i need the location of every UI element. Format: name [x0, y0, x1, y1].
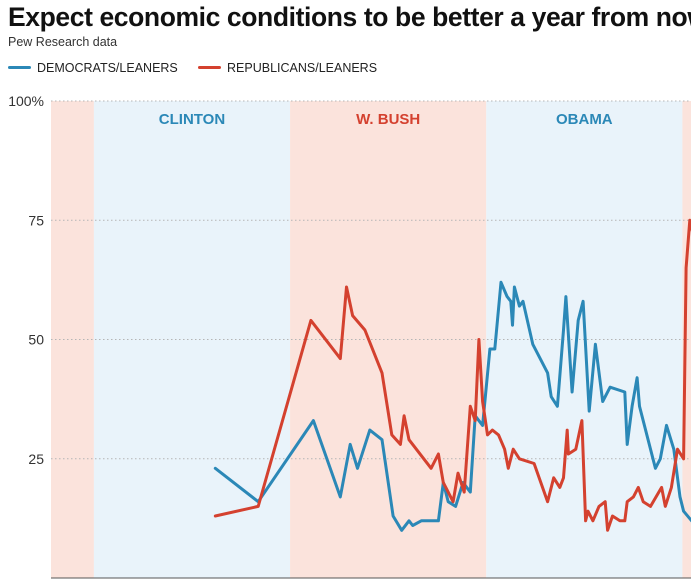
series-line-democrats — [213, 280, 691, 532]
legend-item-democrats: DEMOCRATS/LEANERS — [8, 61, 178, 75]
legend-swatch-democrats — [8, 66, 31, 70]
legend-swatch-republicans — [198, 66, 221, 70]
y-tick-label: 25 — [28, 451, 44, 467]
legend-label-republicans: REPUBLICANS/LEANERS — [227, 61, 378, 75]
series-line-republicans — [213, 218, 691, 532]
chart-subtitle: Pew Research data — [8, 35, 118, 49]
y-axis-ticks: 25 50 75 100% — [8, 93, 44, 467]
administration-label: OBAMA — [556, 111, 613, 128]
administration-labels: CLINTON W. BUSH OBAMA — [159, 111, 613, 128]
y-tick-label: 50 — [28, 332, 44, 348]
y-tick-label: 75 — [28, 212, 44, 228]
administration-label: CLINTON — [159, 111, 225, 128]
chart-title: Expect economic conditions to be better … — [8, 2, 691, 32]
y-tick-label: 100% — [8, 93, 44, 109]
administration-band — [682, 101, 691, 578]
legend-item-republicans: REPUBLICANS/LEANERS — [198, 61, 377, 75]
administration-label: W. BUSH — [356, 111, 420, 128]
legend-label-democrats: DEMOCRATS/LEANERS — [37, 61, 178, 75]
series-lines — [213, 218, 691, 532]
